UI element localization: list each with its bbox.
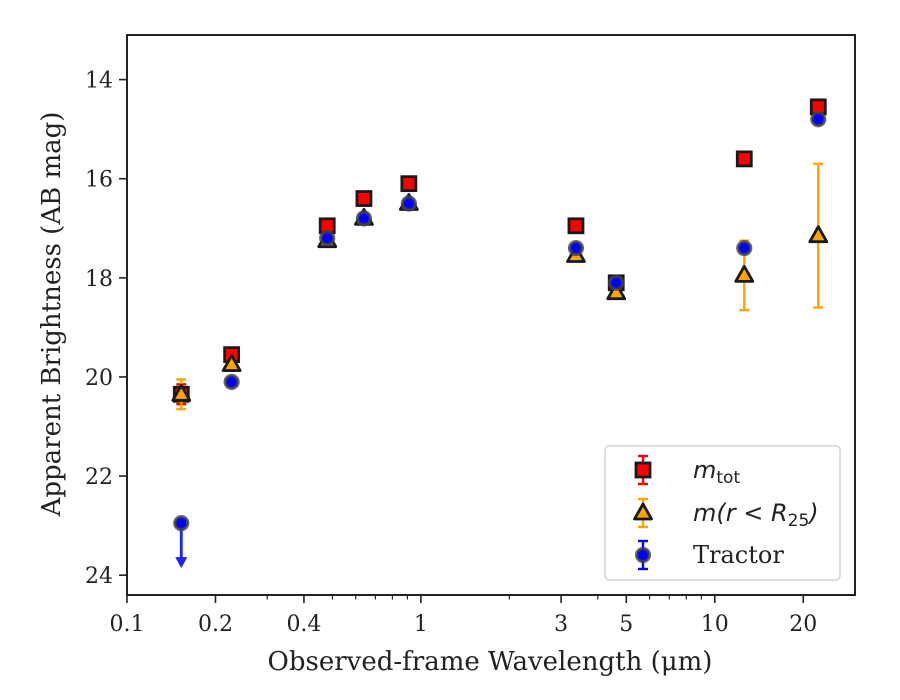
y-tick-label: 14 <box>85 69 113 94</box>
x-tick-label: 0.1 <box>110 612 145 637</box>
x-tick-label: 1 <box>414 612 428 637</box>
x-tick-label: 5 <box>619 612 633 637</box>
x-tick-label: 0.2 <box>198 612 233 637</box>
x-tick-label: 10 <box>701 612 729 637</box>
data-point-circle <box>223 373 240 391</box>
data-point-circle <box>810 111 827 128</box>
data-point-square <box>567 217 585 235</box>
y-tick-label: 22 <box>85 465 113 490</box>
data-point-triangle <box>808 225 829 244</box>
series-circle <box>173 111 827 569</box>
y-tick-label: 20 <box>85 366 113 391</box>
series-square <box>172 98 827 406</box>
x-tick-label: 0.4 <box>286 612 321 637</box>
x-tick-label: 20 <box>789 612 817 637</box>
y-tick-label: 18 <box>85 267 113 292</box>
axes-frame <box>126 34 856 596</box>
legend-entry-label: Tractor <box>693 541 784 569</box>
legend-marker-square <box>634 461 652 479</box>
legend-entry-label: mtot <box>693 456 740 488</box>
data-point-square <box>735 150 753 168</box>
data-point-circle <box>355 210 373 227</box>
x-axis-label: Observed-frame Wavelength (μm) <box>268 647 713 677</box>
data-point-circle <box>319 230 336 247</box>
data-point-circle <box>736 239 753 257</box>
data-marks <box>171 98 829 569</box>
y-axis-ticks: 14 16 18 20 22 24 <box>85 69 127 589</box>
legend-marker-triangle <box>633 502 653 521</box>
upper-limit-arrowhead <box>175 557 188 569</box>
data-point-circle <box>400 195 417 212</box>
data-point-triangle <box>606 282 627 301</box>
y-tick-label: 24 <box>85 564 113 589</box>
data-point-triangle <box>221 354 242 372</box>
x-tick-label: 3 <box>554 612 568 637</box>
legend-box <box>604 445 841 581</box>
data-point-circle <box>173 515 190 532</box>
data-point-triangle <box>171 383 192 402</box>
series-triangle <box>171 162 829 411</box>
legend-entry-label: m(r < R25) <box>693 499 819 531</box>
data-point-triangle <box>734 264 755 283</box>
plot-area-frame <box>126 34 856 596</box>
data-point-square <box>400 175 418 193</box>
legend: mtot m(r < R25) Tractor <box>604 445 841 581</box>
y-axis-label: Apparent Brightness (AB mag) <box>37 112 67 518</box>
data-point-square <box>355 190 373 207</box>
x-axis-ticks: 0.1 0.2 0.4 1 3 5 10 20 <box>110 595 817 637</box>
data-point-circle <box>567 239 585 257</box>
y-tick-label: 16 <box>85 168 113 193</box>
data-point-circle <box>608 274 625 291</box>
legend-marker-circle <box>634 546 652 564</box>
